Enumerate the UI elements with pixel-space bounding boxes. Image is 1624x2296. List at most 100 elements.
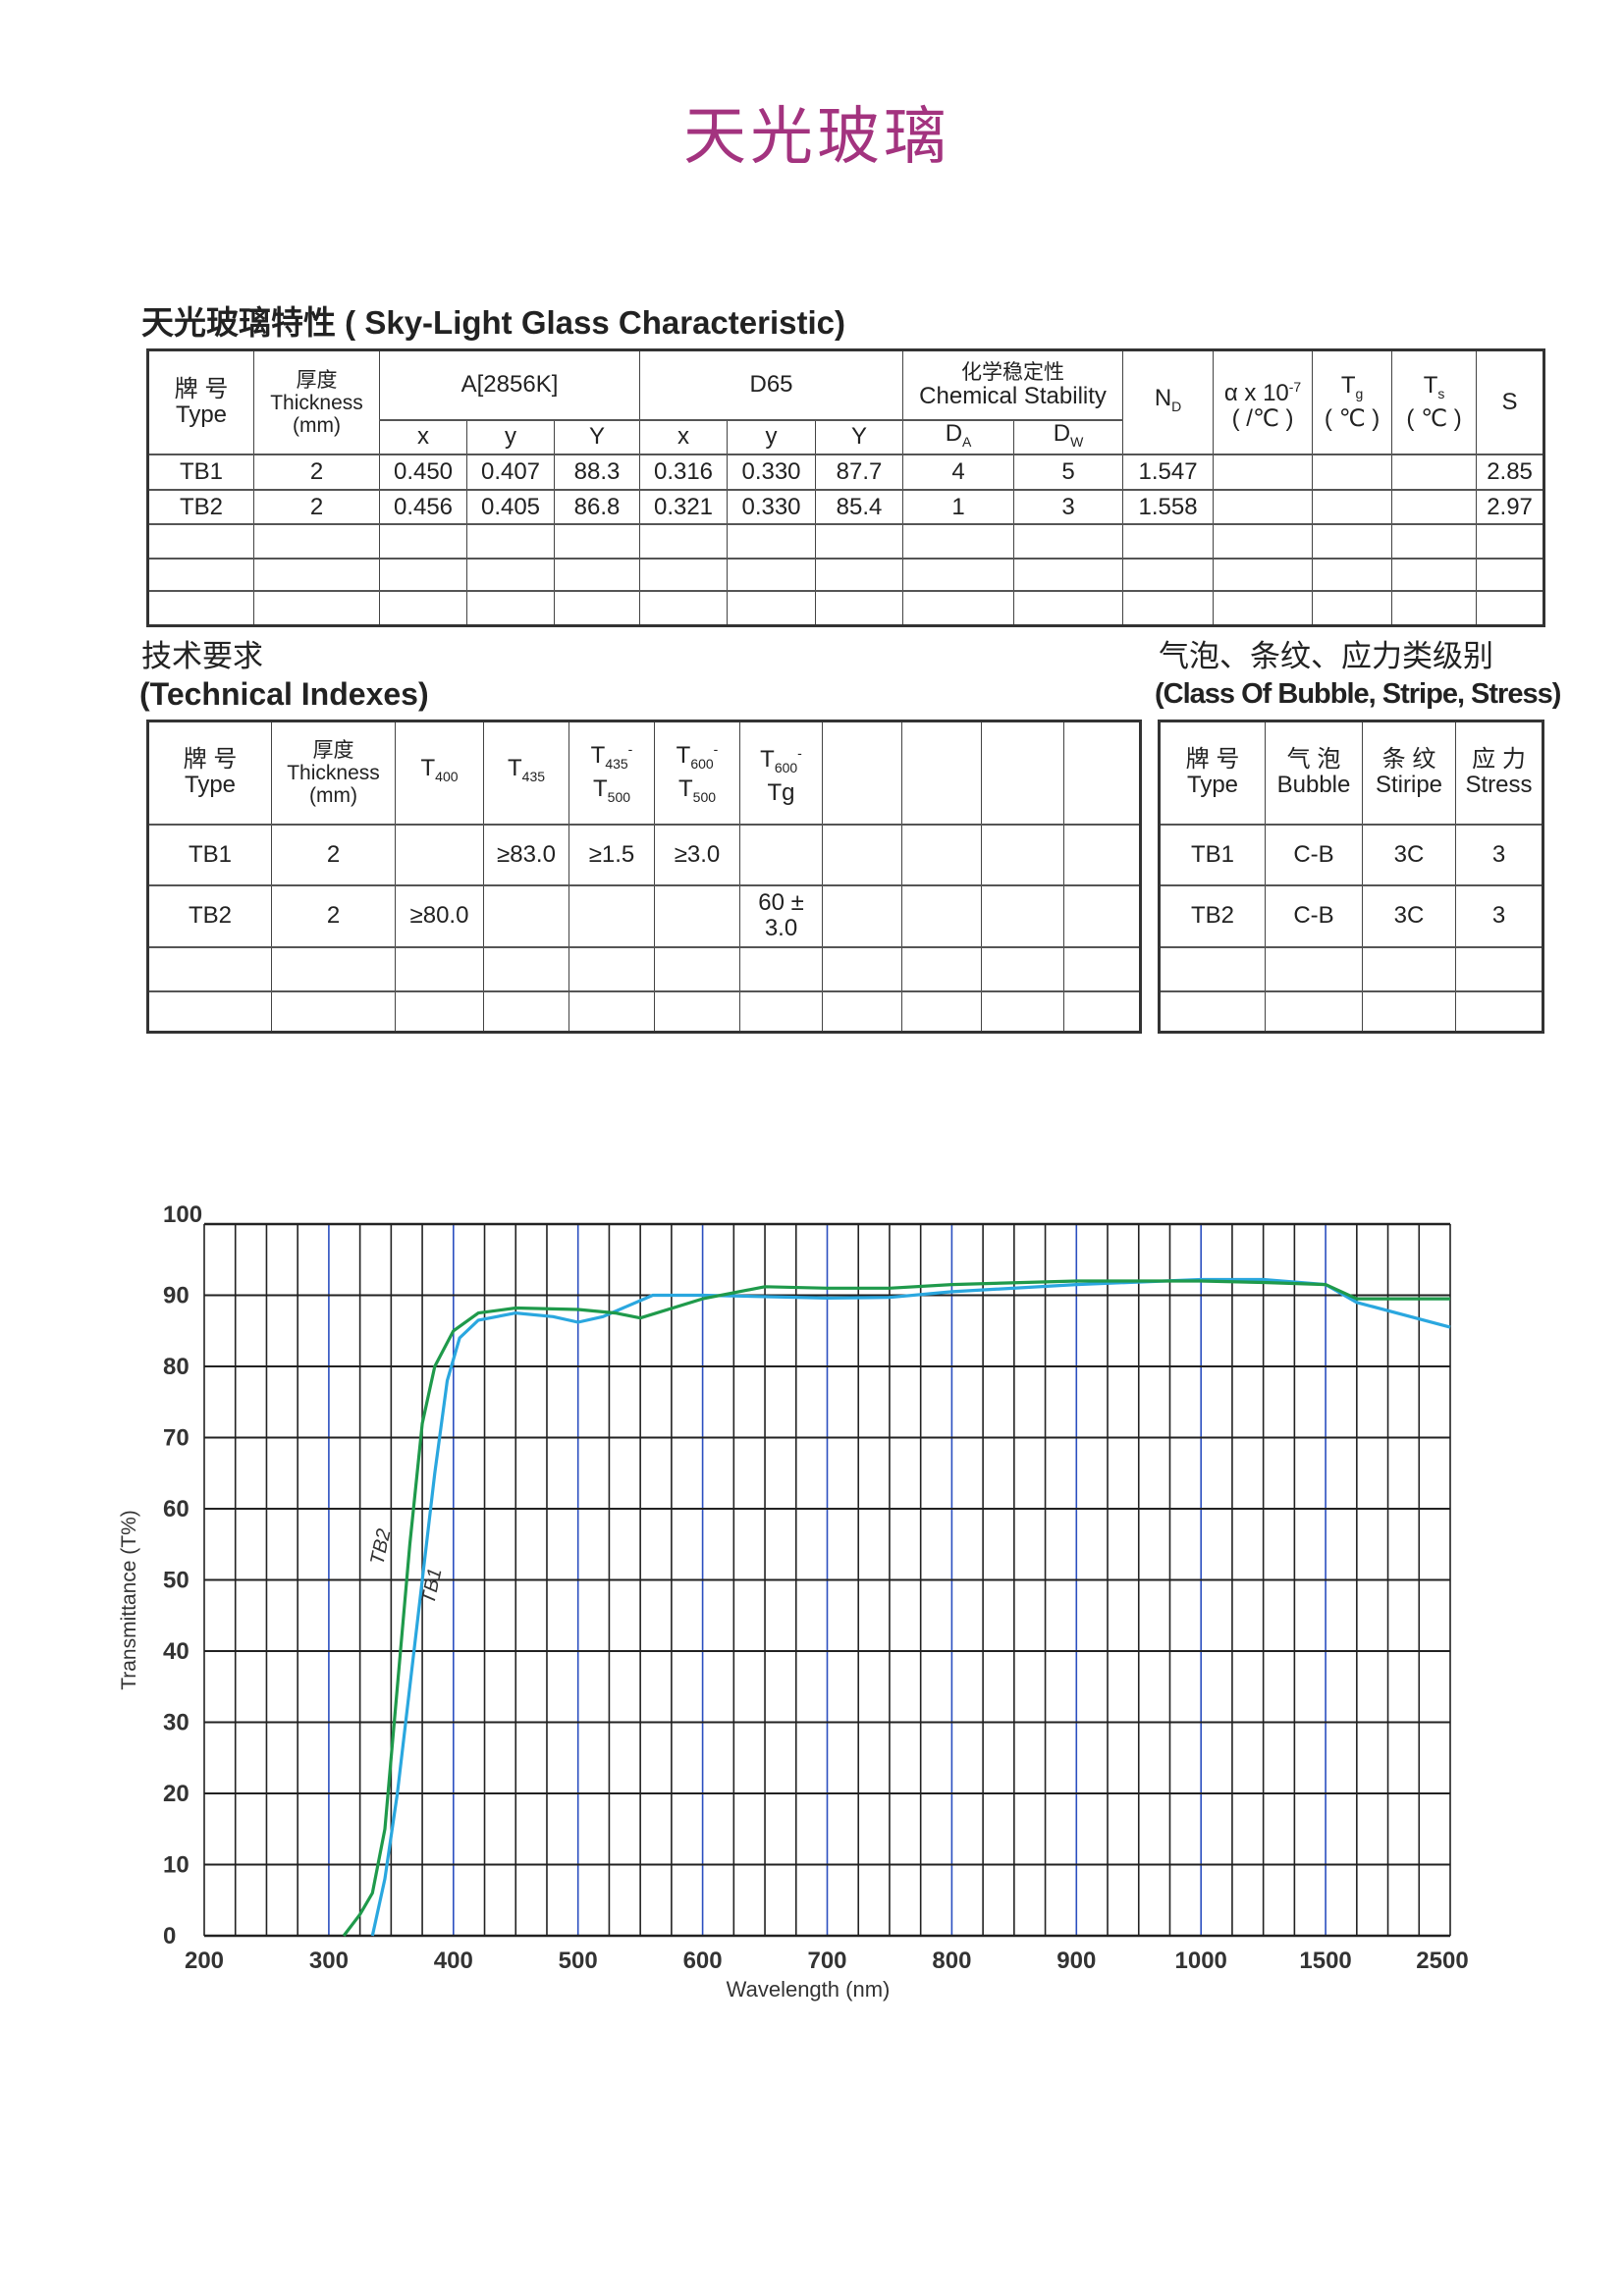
header-stress: 应 力 Stress [1455, 720, 1543, 825]
page-title: 天光玻璃 [683, 101, 950, 174]
table-cell: ≥3.0 [654, 823, 740, 885]
table-row [147, 590, 1545, 626]
table-row: TB1 2 ≥83.0 ≥1.5 ≥3.0 [147, 823, 1141, 885]
table-cell: 2 [253, 489, 380, 525]
empty-cell [822, 883, 902, 947]
table-row [147, 945, 1141, 991]
empty-cell [379, 558, 467, 592]
empty-cell [901, 945, 982, 991]
table-cell: 0.407 [466, 454, 555, 491]
empty-cell [1312, 558, 1393, 592]
table-cell: 2 [271, 823, 396, 885]
header-chemical-stability: 化学稳定性 Chemical Stability [902, 348, 1124, 420]
table-row [147, 523, 1545, 560]
empty-cell [466, 558, 555, 592]
empty-cell [822, 989, 902, 1033]
table-row [1159, 945, 1543, 991]
header-a-Y: Y [554, 418, 640, 455]
empty-cell [1213, 590, 1314, 626]
table-cell [483, 883, 569, 947]
x-tick-label: 800 [932, 1948, 971, 1974]
y-tick-label: 40 [163, 1638, 189, 1665]
header-s: S [1476, 348, 1545, 455]
empty-cell [901, 989, 982, 1033]
empty-cell [1391, 523, 1478, 560]
technical-indexes-table: 牌 号 Type 厚度 Thickness (mm) T400 T435 T435- T… [146, 720, 1142, 1034]
header-type: 牌 号 Type [147, 348, 254, 455]
table-cell [1391, 489, 1478, 525]
empty-cell [483, 945, 569, 991]
empty-cell [639, 558, 728, 592]
table-row: TB2 2 0.456 0.405 86.8 0.321 0.330 85.4 1 3 1.558 2… [147, 489, 1545, 525]
characteristic-table: 牌 号 Type 厚度 Thickness (mm) A[2856K] D65 化学稳… [146, 348, 1546, 627]
header-tg: Tg( ℃ ) [1312, 348, 1393, 455]
header-d-y: y [727, 418, 816, 455]
empty-cell [379, 523, 467, 560]
x-tick-label: 1000 [1175, 1948, 1227, 1974]
empty-cell [1063, 720, 1141, 825]
table-cell [568, 883, 655, 947]
x-tick-label: 300 [309, 1948, 349, 1974]
empty-cell [654, 945, 740, 991]
header-t435-t500: T435- T500 [568, 720, 655, 825]
header-stripe: 条 纹 Stiripe [1362, 720, 1456, 825]
empty-cell [147, 989, 272, 1033]
header-d65: D65 [638, 348, 904, 420]
header-da: DA [902, 418, 1015, 455]
empty-cell [901, 883, 982, 947]
table-cell [1312, 489, 1393, 525]
empty-cell [1122, 558, 1215, 592]
table-cell: 0.405 [466, 489, 555, 525]
empty-cell [466, 523, 555, 560]
x-tick-label: 600 [683, 1948, 723, 1974]
header-bubble: 气 泡 Bubble [1265, 720, 1363, 825]
empty-cell [568, 989, 655, 1033]
empty-cell [1312, 590, 1393, 626]
empty-cell [1391, 558, 1478, 592]
empty-cell [1455, 989, 1543, 1033]
empty-cell [1362, 945, 1456, 991]
empty-cell [1122, 523, 1215, 560]
empty-cell [981, 720, 1064, 825]
empty-cell [902, 523, 1015, 560]
header-thickness: 厚度 Thickness (mm) [253, 348, 380, 455]
header-ts: Ts( ℃ ) [1391, 348, 1478, 455]
empty-cell [1213, 558, 1314, 592]
empty-cell [902, 590, 1015, 626]
empty-cell [727, 590, 816, 626]
header-d-x: x [639, 418, 728, 455]
table-cell [395, 823, 484, 885]
table-cell: 86.8 [554, 489, 640, 525]
empty-cell [739, 945, 823, 991]
header-alpha: α x 10-7( /℃ ) [1213, 348, 1314, 455]
table-cell: 60 ± 3.0 [739, 883, 823, 947]
empty-cell [814, 523, 904, 560]
empty-cell [395, 945, 484, 991]
empty-cell [981, 989, 1064, 1033]
table-cell: 1 [902, 489, 1015, 525]
table-cell: 2.97 [1476, 489, 1545, 525]
empty-cell [1063, 823, 1141, 885]
header-type: 牌 号 Type [147, 720, 272, 825]
x-tick-label: 1500 [1299, 1948, 1351, 1974]
empty-cell [727, 558, 816, 592]
table-cell [1391, 454, 1478, 491]
table-cell: 0.450 [379, 454, 467, 491]
y-tick-label: 100 [163, 1201, 202, 1228]
empty-cell [814, 558, 904, 592]
table-cell: 2 [271, 883, 396, 947]
table3-heading-en: (Class Of Bubble, Stripe, Stress) [1155, 678, 1561, 710]
header-nd: ND [1122, 348, 1215, 455]
table-row: TB2 2 ≥80.0 60 ± 3.0 [147, 883, 1141, 947]
empty-cell [1013, 523, 1124, 560]
header-dw: DW [1013, 418, 1124, 455]
y-tick-label: 90 [163, 1283, 189, 1309]
empty-cell [1213, 523, 1314, 560]
empty-cell [1312, 523, 1393, 560]
empty-cell [1362, 989, 1456, 1033]
table-cell: 2 [253, 454, 380, 491]
series-line-tb2 [342, 1279, 1450, 1937]
transmittance-chart: 0 10 20 30 40 50 60 70 80 90 100 200 300 400 500 600 700… [118, 1201, 1469, 2002]
y-tick-label: 20 [163, 1781, 189, 1807]
table-cell: 3 [1013, 489, 1124, 525]
